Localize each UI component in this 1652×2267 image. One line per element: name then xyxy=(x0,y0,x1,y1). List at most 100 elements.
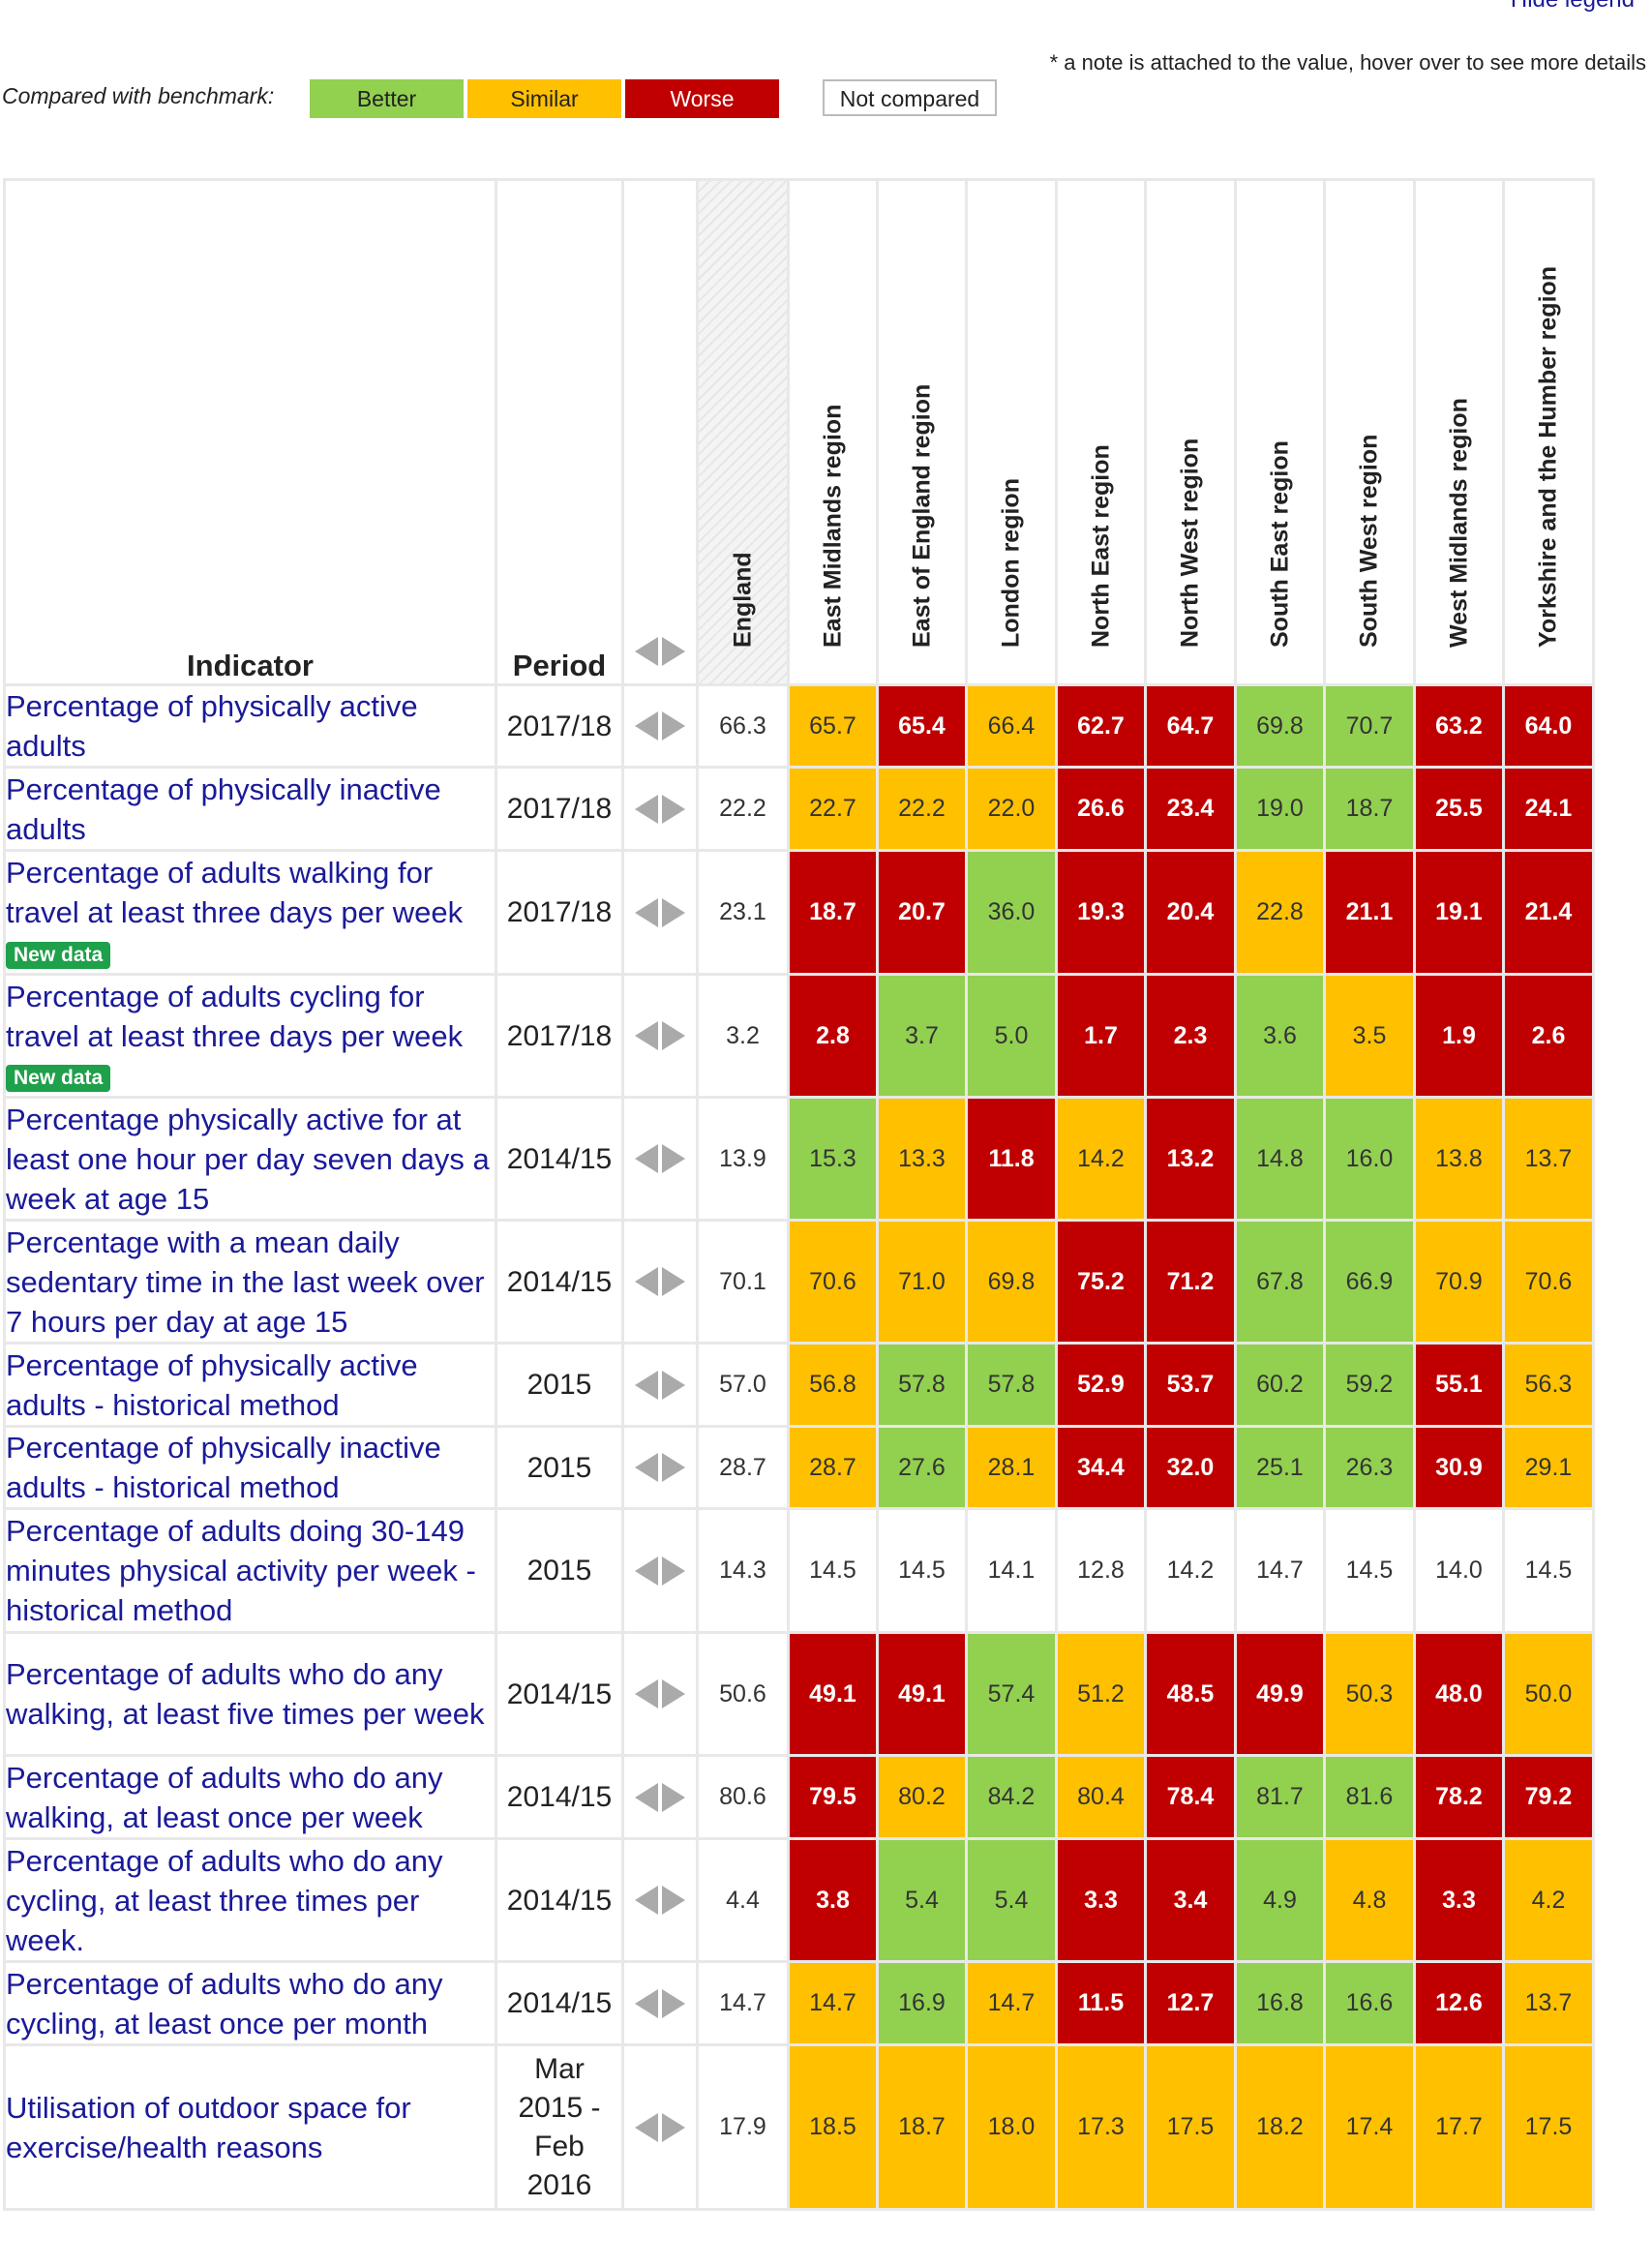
region-value[interactable]: 64.0 xyxy=(1502,683,1595,769)
arrow-left-icon[interactable] xyxy=(635,1144,658,1173)
indicator-cell[interactable]: Percentage of adults who do any cycling,… xyxy=(3,1837,497,1963)
region-value[interactable]: 22.7 xyxy=(787,766,879,852)
region-value[interactable]: 63.2 xyxy=(1413,683,1505,769)
indicator-link[interactable]: Percentage of adults doing 30-149 minute… xyxy=(6,1514,476,1627)
arrow-right-icon[interactable] xyxy=(662,1021,685,1050)
region-value[interactable]: 16.8 xyxy=(1234,1960,1326,2046)
region-value[interactable]: 26.3 xyxy=(1323,1425,1416,1510)
area-header-england[interactable]: England xyxy=(696,178,790,686)
region-value[interactable]: 14.5 xyxy=(1323,1507,1416,1634)
indicator-link[interactable]: Percentage of physically inactive adults… xyxy=(6,1431,441,1504)
region-value[interactable]: 4.8 xyxy=(1323,1837,1416,1963)
region-value[interactable]: 20.7 xyxy=(876,849,968,976)
region-value[interactable]: 3.5 xyxy=(1323,973,1416,1099)
region-value[interactable]: 27.6 xyxy=(876,1425,968,1510)
region-value[interactable]: 13.7 xyxy=(1502,1960,1595,2046)
region-value[interactable]: 55.1 xyxy=(1413,1342,1505,1428)
region-value[interactable]: 78.2 xyxy=(1413,1754,1505,1840)
region-value[interactable]: 18.0 xyxy=(965,2043,1058,2211)
region-value[interactable]: 57.4 xyxy=(965,1631,1058,1757)
region-value[interactable]: 14.0 xyxy=(1413,1507,1505,1634)
region-value[interactable]: 64.7 xyxy=(1144,683,1237,769)
arrow-left-icon[interactable] xyxy=(635,1782,658,1812)
region-value[interactable]: 57.8 xyxy=(965,1342,1058,1428)
region-value[interactable]: 70.6 xyxy=(1502,1219,1595,1345)
region-value[interactable]: 14.7 xyxy=(965,1960,1058,2046)
indicator-link[interactable]: Percentage of adults who do any walking,… xyxy=(6,1657,485,1731)
region-value[interactable]: 79.2 xyxy=(1502,1754,1595,1840)
region-value[interactable]: 17.7 xyxy=(1413,2043,1505,2211)
region-value[interactable]: 17.5 xyxy=(1502,2043,1595,2211)
region-value[interactable]: 22.8 xyxy=(1234,849,1326,976)
region-value[interactable]: 3.7 xyxy=(876,973,968,1099)
area-header-london[interactable]: London region xyxy=(965,178,1058,686)
england-value[interactable]: 57.0 xyxy=(696,1342,790,1428)
region-value[interactable]: 80.4 xyxy=(1055,1754,1147,1840)
region-value[interactable]: 12.7 xyxy=(1144,1960,1237,2046)
arrow-right-icon[interactable] xyxy=(662,1453,685,1482)
area-header-south-east[interactable]: South East region xyxy=(1234,178,1326,686)
indicator-link[interactable]: Percentage of adults walking for travel … xyxy=(6,856,464,929)
region-value[interactable]: 21.4 xyxy=(1502,849,1595,976)
region-value[interactable]: 18.7 xyxy=(876,2043,968,2211)
region-value[interactable]: 13.2 xyxy=(1144,1096,1237,1222)
region-value[interactable]: 66.9 xyxy=(1323,1219,1416,1345)
region-value[interactable]: 14.5 xyxy=(1502,1507,1595,1634)
indicator-link[interactable]: Percentage physically active for at leas… xyxy=(6,1102,490,1216)
region-value[interactable]: 18.7 xyxy=(787,849,879,976)
region-value[interactable]: 49.1 xyxy=(787,1631,879,1757)
region-value[interactable]: 19.1 xyxy=(1413,849,1505,976)
arrow-right-icon[interactable] xyxy=(662,2112,685,2142)
region-value[interactable]: 51.2 xyxy=(1055,1631,1147,1757)
region-value[interactable]: 13.8 xyxy=(1413,1096,1505,1222)
england-value[interactable]: 80.6 xyxy=(696,1754,790,1840)
region-value[interactable]: 3.8 xyxy=(787,1837,879,1963)
region-value[interactable]: 3.4 xyxy=(1144,1837,1237,1963)
region-value[interactable]: 14.5 xyxy=(876,1507,968,1634)
arrow-right-icon[interactable] xyxy=(662,1782,685,1812)
region-value[interactable]: 67.8 xyxy=(1234,1219,1326,1345)
region-value[interactable]: 11.8 xyxy=(965,1096,1058,1222)
arrow-right-icon[interactable] xyxy=(662,1144,685,1173)
indicator-cell[interactable]: Percentage of adults who do any cycling,… xyxy=(3,1960,497,2046)
region-value[interactable]: 14.1 xyxy=(965,1507,1058,1634)
arrow-left-icon[interactable] xyxy=(635,1370,658,1400)
region-value[interactable]: 5.4 xyxy=(876,1837,968,1963)
indicator-link[interactable]: Percentage of physically active adults -… xyxy=(6,1347,418,1422)
region-value[interactable]: 56.8 xyxy=(787,1342,879,1428)
region-value[interactable]: 75.2 xyxy=(1055,1219,1147,1345)
arrow-right-icon[interactable] xyxy=(662,1679,685,1708)
region-value[interactable]: 65.4 xyxy=(876,683,968,769)
arrow-left-icon[interactable] xyxy=(635,1886,658,1915)
arrow-left-icon[interactable] xyxy=(635,1453,658,1482)
region-value[interactable]: 4.2 xyxy=(1502,1837,1595,1963)
region-value[interactable]: 14.8 xyxy=(1234,1096,1326,1222)
arrow-left-icon[interactable] xyxy=(635,1988,658,2018)
region-value[interactable]: 28.7 xyxy=(787,1425,879,1510)
england-value[interactable]: 4.4 xyxy=(696,1837,790,1963)
region-value[interactable]: 71.2 xyxy=(1144,1219,1237,1345)
region-value[interactable]: 50.3 xyxy=(1323,1631,1416,1757)
region-value[interactable]: 49.1 xyxy=(876,1631,968,1757)
arrow-left-icon[interactable] xyxy=(635,794,658,824)
region-value[interactable]: 50.0 xyxy=(1502,1631,1595,1757)
region-value[interactable]: 71.0 xyxy=(876,1219,968,1345)
region-value[interactable]: 80.2 xyxy=(876,1754,968,1840)
indicator-cell[interactable]: Percentage of physically inactive adults… xyxy=(3,1425,497,1510)
england-value[interactable]: 23.1 xyxy=(696,849,790,976)
region-value[interactable]: 17.4 xyxy=(1323,2043,1416,2211)
region-value[interactable]: 13.3 xyxy=(876,1096,968,1222)
arrow-right-icon[interactable] xyxy=(662,794,685,824)
region-value[interactable]: 52.9 xyxy=(1055,1342,1147,1428)
arrow-left-icon[interactable] xyxy=(635,1267,658,1296)
indicator-cell[interactable]: Percentage physically active for at leas… xyxy=(3,1096,497,1222)
indicator-cell[interactable]: Percentage of physically active adults xyxy=(3,683,497,769)
arrow-left-icon[interactable] xyxy=(635,637,658,666)
region-value[interactable]: 23.4 xyxy=(1144,766,1237,852)
region-value[interactable]: 24.1 xyxy=(1502,766,1595,852)
region-value[interactable]: 20.4 xyxy=(1144,849,1237,976)
region-value[interactable]: 3.3 xyxy=(1413,1837,1505,1963)
region-value[interactable]: 4.9 xyxy=(1234,1837,1326,1963)
region-value[interactable]: 81.7 xyxy=(1234,1754,1326,1840)
indicator-cell[interactable]: Percentage of adults walking for travel … xyxy=(3,849,497,976)
